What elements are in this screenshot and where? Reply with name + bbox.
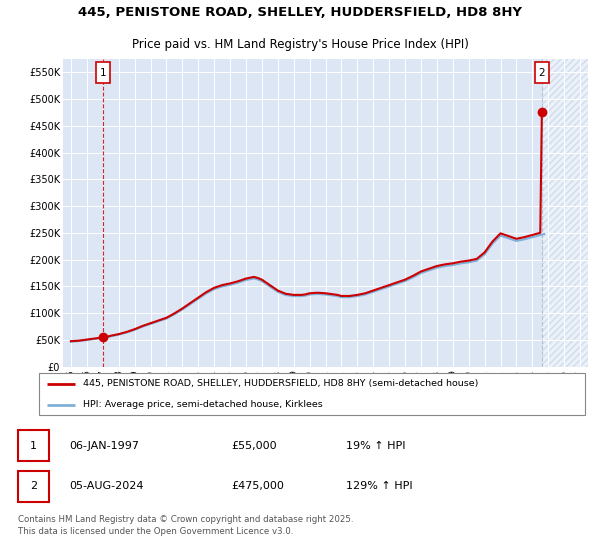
Text: 2: 2 [539, 68, 545, 78]
Text: £475,000: £475,000 [231, 481, 284, 491]
Text: £55,000: £55,000 [231, 441, 277, 451]
Text: 05-AUG-2024: 05-AUG-2024 [70, 481, 144, 491]
FancyBboxPatch shape [18, 471, 49, 502]
Text: HPI: Average price, semi-detached house, Kirklees: HPI: Average price, semi-detached house,… [83, 400, 323, 409]
Text: 06-JAN-1997: 06-JAN-1997 [70, 441, 140, 451]
FancyBboxPatch shape [535, 62, 549, 83]
FancyBboxPatch shape [96, 62, 110, 83]
FancyBboxPatch shape [18, 430, 49, 461]
Text: 2: 2 [30, 481, 37, 491]
Text: 19% ↑ HPI: 19% ↑ HPI [346, 441, 406, 451]
Text: Price paid vs. HM Land Registry's House Price Index (HPI): Price paid vs. HM Land Registry's House … [131, 38, 469, 50]
Text: 445, PENISTONE ROAD, SHELLEY, HUDDERSFIELD, HD8 8HY (semi-detached house): 445, PENISTONE ROAD, SHELLEY, HUDDERSFIE… [83, 379, 478, 388]
Text: 129% ↑ HPI: 129% ↑ HPI [346, 481, 413, 491]
Text: 445, PENISTONE ROAD, SHELLEY, HUDDERSFIELD, HD8 8HY: 445, PENISTONE ROAD, SHELLEY, HUDDERSFIE… [78, 6, 522, 20]
Text: 1: 1 [100, 68, 106, 78]
FancyBboxPatch shape [39, 373, 585, 416]
Text: Contains HM Land Registry data © Crown copyright and database right 2025.
This d: Contains HM Land Registry data © Crown c… [18, 515, 353, 536]
Text: 1: 1 [30, 441, 37, 451]
Bar [542, 59, 588, 367]
